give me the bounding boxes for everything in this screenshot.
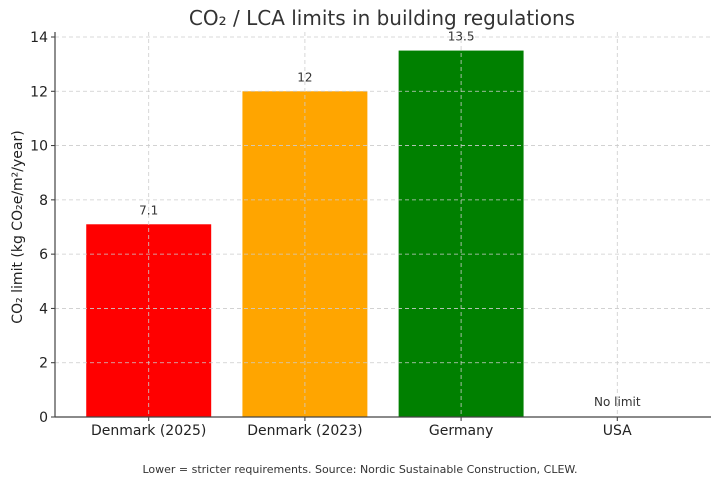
- y-axis-label: CO₂ limit (kg CO₂e/m²/year): [10, 130, 26, 323]
- x-tick-label: Denmark (2023): [247, 423, 362, 439]
- y-tick-label: 10: [30, 139, 48, 155]
- y-tick-label: 14: [30, 30, 48, 46]
- chart-title: CO₂ / LCA limits in building regulations: [189, 6, 575, 30]
- data-label: 7.1: [139, 203, 158, 217]
- x-tick-label: USA: [603, 423, 632, 439]
- data-label: 12: [297, 70, 312, 84]
- y-tick-label: 6: [39, 247, 48, 263]
- y-tick-label: 12: [30, 84, 48, 100]
- caption: Lower = stricter requirements. Source: N…: [142, 463, 577, 476]
- x-tick-label: Germany: [429, 423, 493, 439]
- y-tick-label: 2: [39, 356, 48, 372]
- y-tick-label: 8: [39, 193, 48, 209]
- data-label: No limit: [594, 395, 641, 409]
- y-tick-label: 0: [39, 410, 48, 426]
- y-tick-label: 4: [39, 301, 48, 317]
- x-tick-label: Denmark (2025): [91, 423, 206, 439]
- data-label: 13.5: [448, 30, 475, 44]
